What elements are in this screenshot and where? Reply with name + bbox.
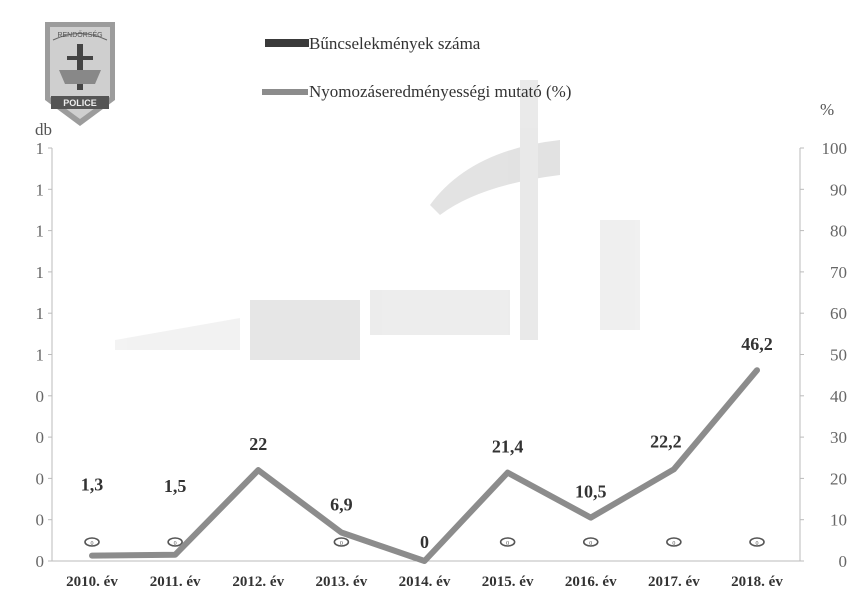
y-left-tick-label: 0 bbox=[36, 511, 45, 530]
axes bbox=[51, 148, 801, 562]
y-left-tick-label: 0 bbox=[36, 428, 45, 447]
line-point bbox=[89, 553, 95, 559]
bar-value-label: 0 bbox=[340, 541, 343, 547]
y-left-tick-label: 1 bbox=[36, 222, 45, 241]
line-data-label: 6,9 bbox=[330, 495, 353, 515]
line-data-label: 22 bbox=[249, 434, 267, 454]
y-left-tick-label: 0 bbox=[36, 552, 45, 571]
bar-series: 0 0 0 0 0 0 0 bbox=[84, 537, 765, 547]
bar-value-label: 0 bbox=[506, 541, 509, 547]
y-right-tick-label: 0 bbox=[839, 552, 848, 571]
police-badge-logo: RENDŐRSÉG POLICE bbox=[45, 22, 115, 126]
legend-label-bar: Bűncselekmények száma bbox=[309, 34, 481, 53]
x-tick-label: 2012. év bbox=[232, 574, 284, 590]
line-point bbox=[172, 552, 178, 558]
x-tick-label: 2011. év bbox=[150, 574, 201, 590]
x-tick-label: 2014. év bbox=[399, 574, 451, 590]
line-point bbox=[338, 530, 344, 536]
legend-swatch-bar bbox=[265, 39, 309, 47]
line-data-label: 10,5 bbox=[575, 482, 607, 502]
y-left-tick-label: 1 bbox=[36, 263, 45, 282]
line-point bbox=[255, 467, 261, 473]
background-photo bbox=[115, 80, 640, 360]
y-right-tick-label: 60 bbox=[830, 304, 847, 323]
line-series bbox=[89, 367, 760, 564]
bar-value-label-oval bbox=[167, 537, 183, 547]
line-point bbox=[422, 558, 427, 564]
line-data-labels: 1,3 1,5 22 6,9 0 21,4 10,5 22,2 46,2 bbox=[81, 334, 773, 552]
y-left-tick-label: 0 bbox=[36, 469, 45, 488]
y-right-axis-label: % bbox=[820, 100, 834, 119]
bar-value-label-oval bbox=[582, 537, 599, 547]
line-point bbox=[505, 470, 511, 476]
y-right-tick-label: 80 bbox=[830, 222, 847, 241]
badge-bottom-text: POLICE bbox=[63, 98, 97, 108]
x-tick-label: 2015. év bbox=[482, 574, 534, 590]
x-tick-label: 2013. év bbox=[316, 574, 368, 590]
y-right-tick-label: 20 bbox=[830, 469, 847, 488]
bar-value-label-oval bbox=[666, 537, 682, 547]
y-left-tick-label: 1 bbox=[36, 139, 45, 158]
y-left-tick-label: 0 bbox=[36, 387, 45, 406]
x-tick-label: 2018. év bbox=[731, 574, 783, 590]
line-data-label: 1,3 bbox=[81, 475, 104, 495]
legend-label-line: Nyomozáseredményességi mutató (%) bbox=[309, 82, 571, 101]
line-point bbox=[671, 466, 677, 472]
bar-value-label: 0 bbox=[756, 541, 759, 547]
bar-value-label-oval bbox=[749, 537, 765, 547]
bar-value-label-oval bbox=[84, 537, 100, 547]
bar-value-label: 0 bbox=[672, 541, 675, 547]
y-left-tick-label: 1 bbox=[36, 180, 45, 199]
y-left-axis-label: db bbox=[35, 120, 52, 139]
line-point bbox=[588, 515, 594, 521]
y-right-tick-label: 30 bbox=[830, 428, 847, 447]
x-tick-label: 2017. év bbox=[648, 574, 700, 590]
bar-value-label-oval bbox=[499, 537, 516, 547]
y-right-tick-label: 10 bbox=[830, 511, 847, 530]
y-right-tick-label: 90 bbox=[830, 180, 847, 199]
bar-value-label: 0 bbox=[91, 541, 94, 547]
y-right-tick-label: 70 bbox=[830, 263, 847, 282]
line-data-label: 21,4 bbox=[492, 437, 524, 457]
y-left-ticks: 0 0 0 0 0 1 1 1 1 1 1 bbox=[36, 139, 52, 571]
line-data-label: 0 bbox=[420, 532, 429, 552]
line-data-label: 46,2 bbox=[741, 334, 773, 354]
bar-value-label: 0 bbox=[174, 541, 177, 547]
y-right-tick-label: 50 bbox=[830, 346, 847, 365]
legend-item-line: Nyomozáseredményességi mutató (%) bbox=[262, 82, 571, 101]
y-right-tick-label: 40 bbox=[830, 387, 847, 406]
y-left-tick-label: 1 bbox=[36, 346, 45, 365]
line-data-label: 1,5 bbox=[164, 476, 187, 496]
badge-top-text: RENDŐRSÉG bbox=[57, 30, 102, 39]
y-right-tick-label: 100 bbox=[822, 139, 848, 158]
legend: Bűncselekmények száma Nyomozáseredményes… bbox=[262, 34, 571, 101]
x-tick-label: 2010. év bbox=[66, 574, 118, 590]
x-tick-label: 2016. év bbox=[565, 574, 617, 590]
x-ticks: 2010. év 2011. év 2012. év 2013. év 2014. év… bbox=[66, 574, 783, 590]
line-data-label: 22,2 bbox=[650, 431, 682, 451]
bar-value-label: 0 bbox=[589, 541, 592, 547]
legend-item-bar: Bűncselekmények száma bbox=[265, 34, 481, 53]
bar-value-label-oval bbox=[333, 537, 350, 547]
y-right-ticks: 0 10 20 30 40 50 60 70 80 90 100 bbox=[800, 139, 847, 571]
line-point bbox=[754, 367, 760, 373]
y-left-tick-label: 1 bbox=[36, 304, 45, 323]
